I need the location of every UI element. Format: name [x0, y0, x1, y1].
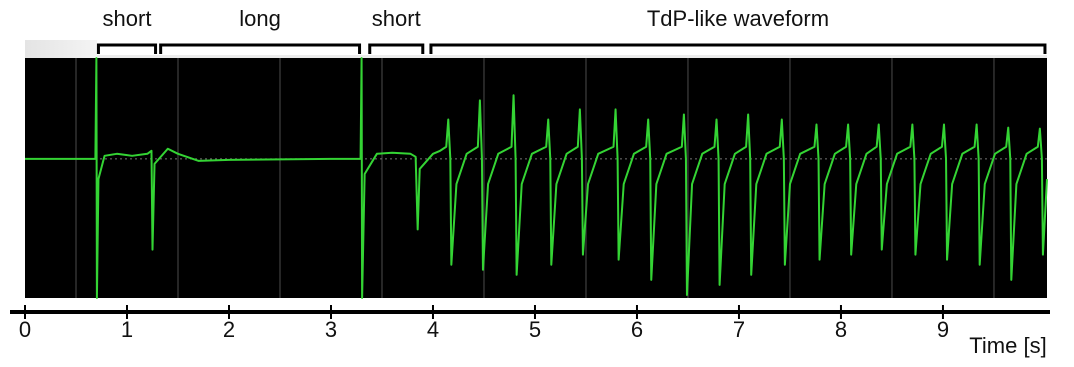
x-tick-label: 5 [529, 317, 541, 342]
x-tick-label: 2 [223, 317, 235, 342]
top-strip [25, 40, 97, 58]
annotation: short [372, 6, 421, 31]
chart: Time [s] 0 1 2 3 4 5 6 7 8 9 short long short TdP-lik… [0, 0, 1074, 367]
top-edge [97, 55, 1047, 58]
bracket [161, 45, 360, 54]
x-tick-label: 6 [631, 317, 643, 342]
bracket [370, 45, 423, 54]
x-tick-label: 3 [325, 317, 337, 342]
annotation: long [239, 6, 281, 31]
x-tick-label: 1 [121, 317, 133, 342]
annotation: short [103, 6, 152, 31]
x-tick-label: 8 [835, 317, 847, 342]
x-tick-label: 0 [19, 317, 31, 342]
x-tick-label: 9 [937, 317, 949, 342]
x-tick-label: 7 [733, 317, 745, 342]
x-tick-label: 4 [427, 317, 439, 342]
annotation: TdP-like waveform [647, 6, 829, 31]
x-axis-title: Time [s] [969, 333, 1046, 358]
bracket [431, 45, 1045, 54]
bracket [98, 45, 155, 54]
